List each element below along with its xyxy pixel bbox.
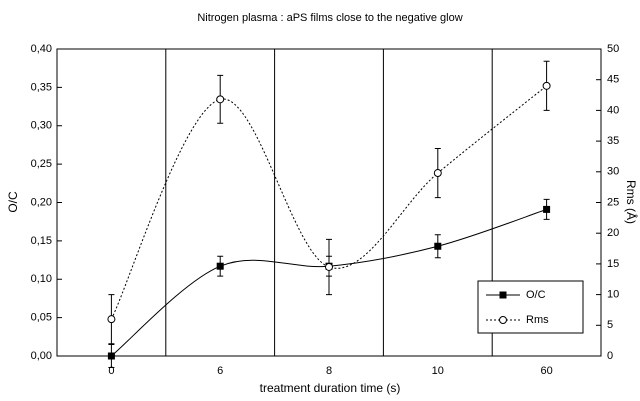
y-tick-label: 0,40 [31, 43, 52, 55]
x-tick-label: 0 [108, 365, 114, 377]
y-tick-label: 0,10 [31, 273, 52, 285]
y-axis-label: O/C [6, 191, 20, 213]
marker [107, 352, 115, 360]
legend-box [477, 280, 584, 334]
y2-tick-label: 40 [607, 104, 619, 116]
legend-label: Rms [526, 314, 549, 326]
y2-tick-label: 10 [607, 289, 619, 301]
legend-label: O/C [526, 289, 546, 301]
marker [542, 81, 551, 90]
y2-tick-label: 5 [607, 319, 613, 331]
y-tick-label: 0,30 [31, 120, 52, 132]
legend-marker [499, 291, 507, 299]
y-tick-label: 0,25 [31, 158, 52, 170]
y-tick-label: 0,15 [31, 235, 52, 247]
series-line [110, 85, 547, 320]
y-tick-label: 0,20 [31, 196, 52, 208]
marker [434, 242, 442, 250]
chart-title: Nitrogen plasma : aPS films close to the… [197, 12, 462, 24]
marker [433, 169, 442, 178]
y2-tick-label: 35 [607, 135, 619, 147]
x-tick-label: 10 [432, 365, 444, 377]
x-tick-label: 60 [540, 365, 552, 377]
marker [216, 262, 224, 270]
marker [325, 262, 333, 271]
y-tick-label: 0,05 [31, 312, 52, 324]
y-tick-label: 0,35 [31, 81, 52, 93]
y2-tick-label: 50 [607, 43, 619, 55]
legend-marker [499, 316, 507, 324]
y2-tick-label: 0 [607, 350, 613, 362]
x-axis-label: treatment duration time (s) [260, 381, 401, 395]
y2-tick-label: 30 [607, 166, 619, 178]
y-tick-label: 0,00 [31, 350, 52, 362]
marker [216, 95, 225, 104]
x-tick-label: 8 [326, 365, 332, 377]
marker [543, 205, 551, 213]
x-tick-label: 6 [217, 365, 223, 377]
y2-tick-label: 45 [607, 74, 619, 86]
y2-axis-label: Rms (Å) [624, 180, 639, 224]
y2-tick-label: 25 [607, 196, 619, 208]
y2-tick-label: 20 [607, 227, 619, 239]
marker [107, 315, 116, 324]
y2-tick-label: 15 [607, 258, 619, 270]
